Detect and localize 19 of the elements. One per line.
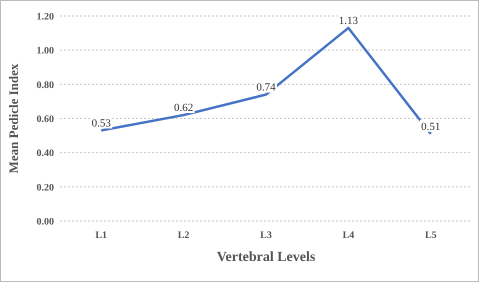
x-tick-label: L2 (178, 230, 190, 241)
y-tick-label: 1.20 (36, 12, 54, 22)
data-label: 0.51 (421, 120, 440, 133)
y-tick-label: 0.40 (36, 148, 54, 160)
y-tick-label: 0.20 (36, 182, 54, 194)
data-label: 0.62 (174, 102, 194, 114)
y-tick-label: 1.00 (36, 46, 54, 57)
x-tick-label: L5 (424, 230, 437, 241)
y-tick-label: 0.80 (36, 80, 54, 91)
data-label: 1.13 (338, 14, 359, 27)
y-tick-label: 0.00 (36, 216, 54, 228)
x-tick-label: L4 (342, 230, 354, 241)
x-tick-label: L3 (260, 230, 272, 241)
data-label: 0.53 (92, 117, 112, 130)
x-tick-label: L1 (95, 230, 108, 241)
data-label: 0.74 (256, 82, 276, 94)
y-axis-title: Mean Pedicle Index (6, 63, 21, 174)
y-tick-label: 0.60 (36, 114, 54, 125)
x-axis-title: Vertebral Levels (216, 250, 316, 265)
